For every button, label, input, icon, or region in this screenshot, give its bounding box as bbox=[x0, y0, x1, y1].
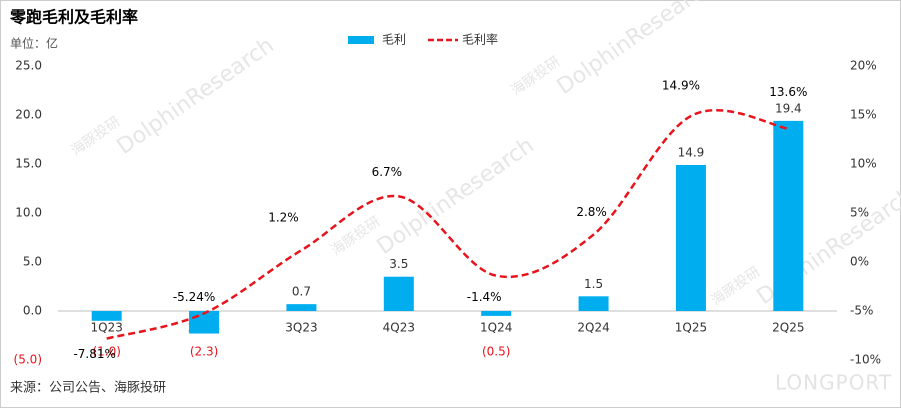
chart-title: 零跑毛利及毛利率 bbox=[9, 8, 138, 27]
value-label: 0.7 bbox=[292, 285, 311, 299]
legend-swatch bbox=[348, 36, 374, 44]
watermark: LONGPORT bbox=[775, 371, 892, 395]
y2-tick-label: -10% bbox=[850, 353, 881, 367]
bar bbox=[286, 304, 317, 311]
x-tick-label: 4Q23 bbox=[383, 321, 415, 335]
y2-tick-label: 20% bbox=[850, 59, 877, 73]
y2-tick-label: 0% bbox=[850, 255, 869, 269]
y2-tick-label: -5% bbox=[850, 304, 873, 318]
bar bbox=[481, 311, 512, 316]
line-value-label: 1.2% bbox=[268, 211, 299, 225]
value-label: 19.4 bbox=[775, 101, 802, 115]
x-tick-label: 1Q24 bbox=[480, 321, 512, 335]
line bbox=[106, 109, 789, 340]
x-tick-label: 1Q23 bbox=[91, 321, 123, 335]
line-value-label: 2.8% bbox=[576, 205, 607, 219]
y-tick-label: 15.0 bbox=[15, 157, 42, 171]
value-label: 14.9 bbox=[678, 145, 705, 159]
line-value-label: 13.6% bbox=[769, 85, 807, 99]
bar bbox=[773, 120, 804, 311]
bar bbox=[91, 311, 122, 321]
value-label: 1.5 bbox=[584, 277, 603, 291]
value-label: (0.5) bbox=[482, 345, 510, 359]
bar bbox=[383, 276, 414, 311]
unit-label: 单位：亿 bbox=[10, 36, 58, 51]
value-label: (2.3) bbox=[190, 345, 218, 359]
y2-tick-label: 15% bbox=[850, 108, 877, 122]
legend-label: 毛利 bbox=[382, 33, 406, 47]
source-note: 来源：公司公告、海豚投研 bbox=[10, 380, 166, 396]
bar bbox=[578, 296, 609, 311]
x-tick-label: 3Q23 bbox=[285, 321, 317, 335]
y-tick-label: 25.0 bbox=[15, 59, 42, 73]
y-tick-label: 20.0 bbox=[15, 108, 42, 122]
x-tick-label: 1Q25 bbox=[675, 321, 707, 335]
y-tick-label: 5.0 bbox=[23, 255, 42, 269]
bar bbox=[675, 164, 706, 311]
y-tick-label: 0.0 bbox=[23, 304, 42, 318]
line-value-label: -7.81% bbox=[73, 347, 115, 361]
value-label: (1.0) bbox=[92, 345, 120, 359]
x-tick-label: 2Q25 bbox=[772, 321, 804, 335]
y-tick-label: (5.0) bbox=[14, 353, 42, 367]
line-value-label: 6.7% bbox=[372, 165, 403, 179]
x-tick-label: 2Q24 bbox=[577, 321, 609, 335]
y2-tick-label: 10% bbox=[850, 157, 877, 171]
value-label: 3.5 bbox=[389, 257, 408, 271]
legend-label: 毛利率 bbox=[462, 32, 498, 47]
line-value-label: -5.24% bbox=[173, 290, 215, 304]
line-value-label: -1.4% bbox=[467, 290, 502, 304]
y-tick-label: 10.0 bbox=[15, 206, 42, 220]
line-value-label: 14.9% bbox=[662, 78, 700, 92]
y2-tick-label: 5% bbox=[850, 206, 869, 220]
